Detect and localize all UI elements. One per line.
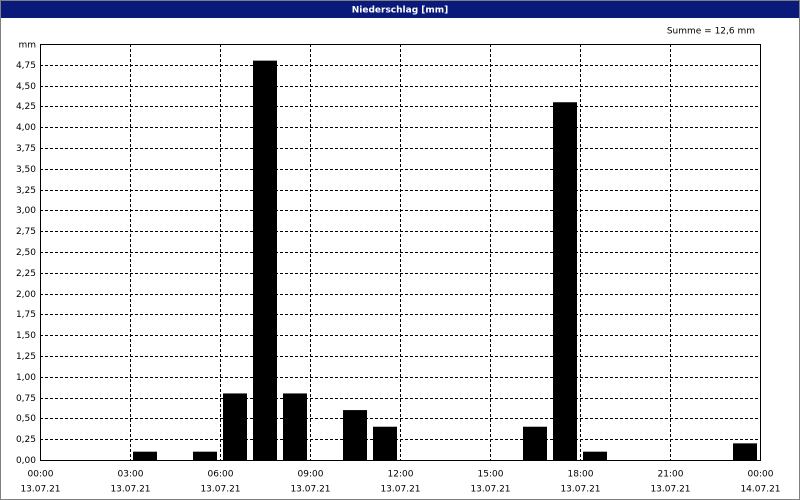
- y-tick-label: 1,00: [16, 373, 36, 383]
- x-tick-label: 00:00: [28, 470, 54, 480]
- y-tick-label: 3,25: [16, 186, 36, 196]
- y-tick-label: 0,75: [16, 394, 36, 404]
- bar: [283, 393, 307, 460]
- x-tick-date: 13.07.21: [560, 485, 600, 495]
- x-tick-date: 13.07.21: [380, 485, 420, 495]
- bar: [343, 410, 367, 460]
- y-tick-label: 2,25: [16, 269, 36, 279]
- y-tick-label: 4,75: [16, 61, 36, 71]
- bar: [523, 426, 547, 460]
- bar: [253, 60, 277, 460]
- y-tick-label: 3,75: [16, 144, 36, 154]
- y-tick-label: 3,00: [16, 206, 36, 216]
- y-tick-label: 4,00: [16, 123, 36, 133]
- bar: [133, 451, 157, 460]
- x-tick-label: 03:00: [118, 470, 144, 480]
- chart-title: Niederschlag [mm]: [352, 6, 449, 16]
- y-tick-label: 0,50: [16, 414, 36, 424]
- bar: [553, 102, 577, 461]
- x-tick-date: 14.07.21: [740, 485, 780, 495]
- y-tick-label: 3,50: [16, 165, 36, 175]
- bar: [223, 393, 247, 460]
- y-tick-label: 1,50: [16, 331, 36, 341]
- plot-border: [40, 44, 761, 461]
- y-tick-label: 2,00: [16, 290, 36, 300]
- title-bar: [1, 1, 799, 18]
- x-tick-label: 15:00: [478, 470, 504, 480]
- y-tick-label: 4,50: [16, 82, 36, 92]
- x-tick-label: 18:00: [568, 470, 594, 480]
- y-unit: mm: [18, 41, 36, 51]
- y-tick-label: 2,75: [16, 227, 36, 237]
- sum-annotation: Summe = 12,6 mm: [667, 27, 755, 37]
- bar: [373, 426, 397, 460]
- x-tick-label: 09:00: [298, 470, 324, 480]
- x-tick-date: 13.07.21: [200, 485, 240, 495]
- y-tick-label: 2,50: [16, 248, 36, 258]
- x-tick-date: 13.07.21: [290, 485, 330, 495]
- x-tick-date: 13.07.21: [20, 485, 60, 495]
- x-tick-date: 13.07.21: [110, 485, 150, 495]
- x-tick-date: 13.07.21: [650, 485, 690, 495]
- x-tick-label: 06:00: [208, 470, 234, 480]
- y-tick-label: 1,25: [16, 352, 36, 362]
- x-tick-label: 00:00: [748, 470, 774, 480]
- y-tick-label: 0,00: [16, 456, 36, 466]
- y-tick-label: 1,75: [16, 310, 36, 320]
- y-tick-label: 4,25: [16, 102, 36, 112]
- x-tick-label: 21:00: [658, 470, 684, 480]
- bar: [733, 443, 757, 460]
- bar: [193, 451, 217, 460]
- x-tick-date: 13.07.21: [470, 485, 510, 495]
- bar: [583, 451, 607, 460]
- y-tick-label: 0,25: [16, 435, 36, 445]
- x-tick-label: 12:00: [388, 470, 414, 480]
